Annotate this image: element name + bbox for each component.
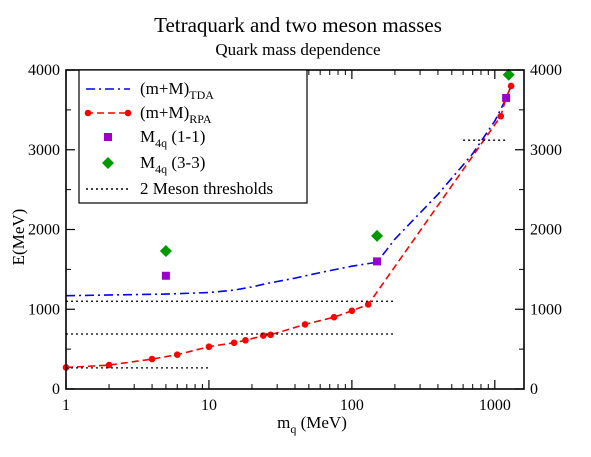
plot-area	[62, 68, 515, 371]
x-tick-label: 100	[340, 397, 364, 414]
y-tick-label: 1000	[28, 301, 60, 318]
data-point	[230, 339, 238, 347]
series-0	[65, 85, 512, 297]
x-axis-label: mq (MeV)	[277, 413, 347, 436]
legend-label-sub: 4q	[155, 162, 167, 176]
legend-label-suffix: (1-1)	[167, 127, 205, 146]
series-2	[161, 93, 511, 280]
legend-label-suffix: (3-3)	[167, 153, 205, 172]
series-1	[62, 82, 515, 371]
y-tick-label-right: 0	[530, 381, 538, 398]
data-point	[301, 321, 309, 328]
x-axis-label-unit: (MeV)	[296, 413, 347, 432]
legend-swatch-marker	[102, 157, 114, 169]
data-point	[348, 307, 356, 315]
y-tick-label-right: 2000	[530, 222, 562, 239]
data-point	[148, 355, 156, 363]
series-line	[65, 85, 512, 297]
data-point	[161, 271, 170, 280]
legend-label-main: 2 Meson thresholds	[140, 179, 273, 198]
data-point	[242, 337, 249, 344]
data-point	[364, 301, 372, 308]
data-point	[502, 68, 515, 81]
y-tick-label: 2000	[28, 222, 60, 239]
x-axis-label-main: m	[277, 413, 290, 432]
legend-label-main: (m+M)	[140, 79, 189, 98]
series-3	[159, 68, 515, 258]
legend-label-main: M	[140, 127, 155, 146]
data-point	[330, 313, 338, 321]
legend-box	[78, 69, 308, 204]
data-point	[259, 332, 267, 339]
legend-label: 2 Meson thresholds	[140, 179, 273, 198]
y-tick-label: 4000	[28, 62, 60, 79]
y-tick-label-right: 1000	[530, 301, 562, 318]
legend-item: (m+M)RPA	[84, 103, 212, 126]
legend-item: M4q (1-1)	[104, 127, 205, 150]
legend-swatch-marker	[84, 109, 92, 117]
legend-label-main: (m+M)	[140, 103, 189, 122]
legend-label: (m+M)TDA	[140, 79, 214, 102]
legend-label-main: M	[140, 153, 155, 172]
axis-ticks: 1 10 100 1000 0 0 1000 1000 2000 2000 3000 3000 4000…	[28, 62, 562, 414]
legend-swatch-marker	[124, 109, 132, 117]
data-point	[105, 361, 113, 369]
legend-label-sub: TDA	[189, 88, 214, 102]
y-tick-label: 0	[52, 381, 60, 398]
legend-label-sub: RPA	[189, 112, 212, 126]
data-point	[497, 112, 505, 120]
legend-label: M4q (3-3)	[140, 153, 205, 176]
chart-title: Tetraquark and two meson masses	[154, 13, 442, 37]
legend-label: M4q (1-1)	[140, 127, 205, 150]
data-point	[502, 93, 511, 102]
x-tick-label: 1	[62, 397, 70, 414]
y-tick-label-right: 4000	[530, 62, 562, 79]
x-axis-label-sub: q	[290, 422, 296, 436]
series-line	[65, 85, 512, 369]
chart-subtitle: Quark mass dependence	[215, 40, 380, 59]
legend-label-sub: 4q	[155, 136, 167, 150]
y-axis-label: E(MeV)	[9, 209, 28, 266]
legend-label: (m+M)RPA	[140, 103, 212, 126]
data-point	[373, 257, 382, 266]
legend-swatch-marker	[104, 133, 112, 141]
x-tick-label: 10	[201, 397, 217, 414]
data-point	[507, 82, 515, 90]
data-point	[173, 351, 181, 359]
series-4	[66, 139, 507, 369]
data-point	[205, 343, 213, 351]
legend-item: 2 Meson thresholds	[86, 179, 273, 198]
data-point	[159, 245, 172, 258]
data-point	[371, 229, 384, 242]
legend-item: M4q (3-3)	[102, 153, 205, 176]
x-tick-label: 1000	[479, 397, 511, 414]
legend-item: (m+M)TDA	[86, 79, 214, 102]
y-tick-label: 3000	[28, 142, 60, 159]
data-point	[267, 331, 274, 339]
y-tick-label-right: 3000	[530, 142, 562, 159]
